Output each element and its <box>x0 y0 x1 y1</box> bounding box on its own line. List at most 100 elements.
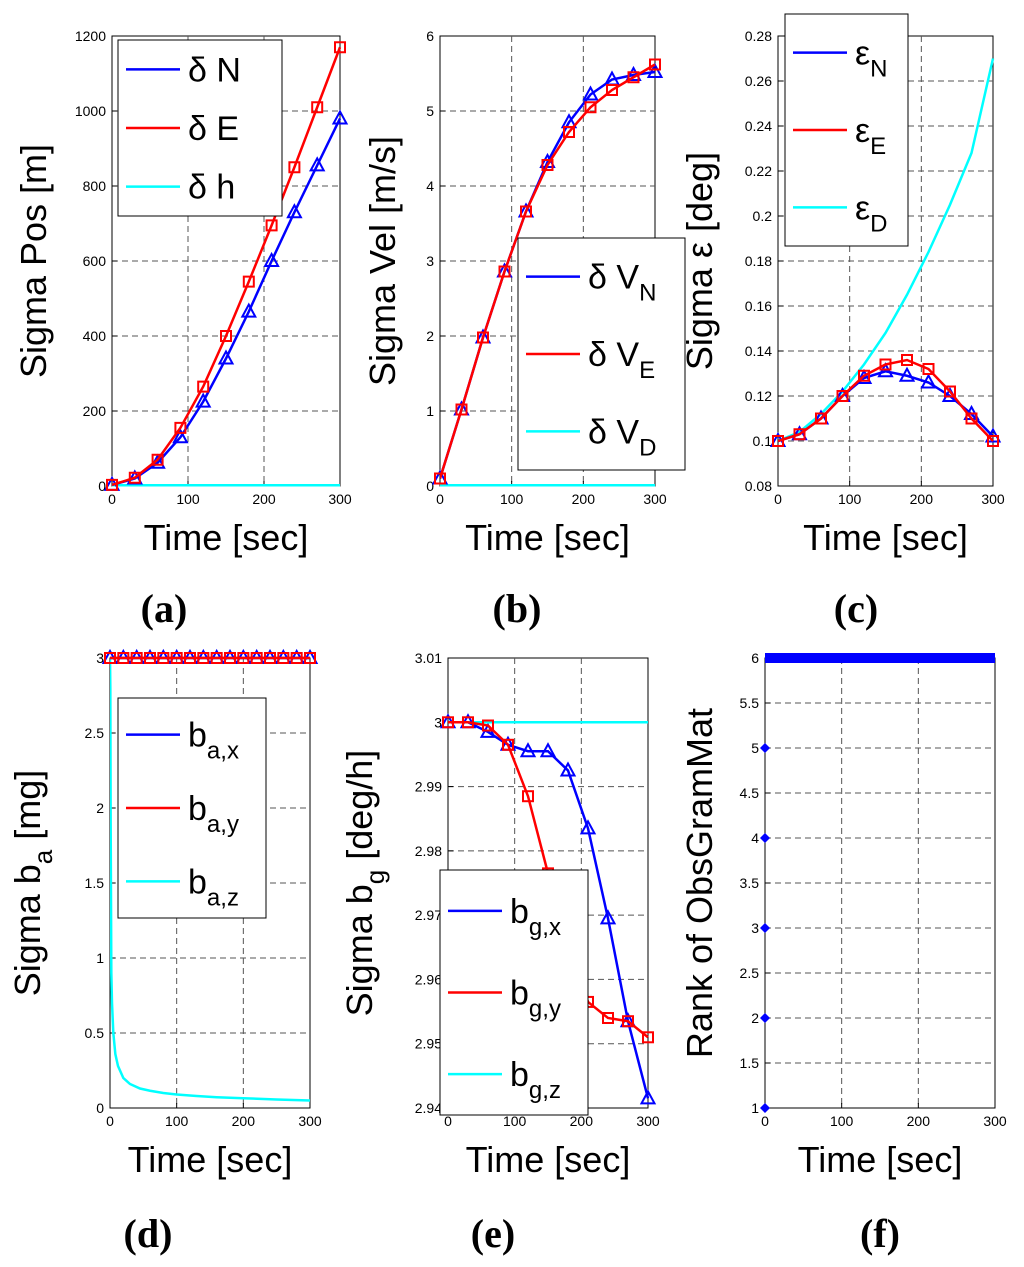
y-tick-label: 2.96 <box>415 971 442 987</box>
legend-main: δ V <box>588 336 639 374</box>
y-tick-label: 1200 <box>75 28 106 44</box>
series-point-2 <box>197 652 210 664</box>
panel-b: 0 100 200 300 0 1 2 3 4 5 6 Time [sec] Sigma Vel [m/… <box>362 28 686 631</box>
y-tick-label: 6 <box>426 28 434 44</box>
y-tick-label: 1 <box>96 950 104 966</box>
y-tick-label: 0.1 <box>753 433 773 449</box>
legend-main: b <box>510 1056 529 1094</box>
x-tick-label: 0 <box>774 491 782 507</box>
y-tick-label: 0.24 <box>745 118 772 134</box>
y-axis-label: Sigma ba [mg] <box>7 770 58 997</box>
y-tick-label: 3.5 <box>740 875 760 891</box>
series-point-2 <box>642 1031 654 1044</box>
series-point-2 <box>584 101 597 114</box>
rank-point <box>760 1013 770 1023</box>
series-point-2 <box>334 41 346 54</box>
series-point-1 <box>898 366 916 382</box>
x-tick-label: 300 <box>643 491 667 507</box>
series-point-2 <box>455 403 468 416</box>
legend-entry-1: δ N <box>188 51 241 89</box>
y-axis-label: Sigma Pos [m] <box>13 144 54 378</box>
x-tick-label: 0 <box>106 1113 114 1129</box>
legend-main: b <box>188 790 207 828</box>
x-axis-label: Time [sec] <box>465 517 630 558</box>
rank-point <box>760 833 770 843</box>
legend: ba,xba,yba,z <box>117 697 267 919</box>
series-point-1 <box>217 349 235 365</box>
y-tick-label: 2.97 <box>415 907 442 923</box>
series-point-2 <box>772 435 784 447</box>
y-tick-label: 5.5 <box>740 695 760 711</box>
series-point-1 <box>331 109 349 125</box>
legend-sub: E <box>639 357 655 384</box>
x-tick-label: 0 <box>761 1113 769 1129</box>
rank-point <box>760 743 770 753</box>
panel-label-a: (a) <box>141 586 188 631</box>
panel-label-f: (f) <box>860 1211 900 1256</box>
panel-label-c: (c) <box>834 586 878 631</box>
series-point-2 <box>144 652 156 664</box>
x-tick-label: 300 <box>983 1113 1007 1129</box>
x-tick-label: 100 <box>500 491 524 507</box>
x-tick-label: 200 <box>252 491 276 507</box>
series-point-2 <box>563 126 575 138</box>
x-tick-label: 100 <box>838 491 862 507</box>
legend-sub: E <box>870 133 886 160</box>
series-point-2 <box>793 428 806 441</box>
series-point-1 <box>263 251 280 267</box>
legend: δ VNδ VEδ VD <box>517 237 686 471</box>
y-tick-label: 0.12 <box>745 388 772 404</box>
series-point-1 <box>579 819 597 835</box>
series-point-2 <box>901 354 913 366</box>
x-tick-label: 200 <box>232 1113 256 1129</box>
y-tick-label: 2.95 <box>415 1036 442 1052</box>
series-point-2 <box>622 1015 634 1028</box>
y-tick-label: 0.5 <box>85 1025 105 1041</box>
series-point-2 <box>987 435 999 447</box>
series-point-2 <box>602 1012 614 1024</box>
y-tick-label: 0.28 <box>745 28 772 44</box>
series-point-1 <box>599 909 617 925</box>
legend-main: δ V <box>588 259 639 297</box>
legend-main: δ V <box>588 413 639 451</box>
series-point-2 <box>174 421 187 434</box>
series-point-2 <box>541 159 554 171</box>
y-axis-label-main: Sigma b <box>339 884 380 1016</box>
series-point-1 <box>286 203 303 219</box>
panel-f: 0 100 200 300 1 1.5 2 2.5 3 3.5 4 4.5 5 5.5 6 Time [sec… <box>679 650 1007 1256</box>
x-tick-label: 0 <box>444 1113 452 1129</box>
y-axis-label: Sigma Vel [m/s] <box>362 136 403 386</box>
y-tick-label: 2.5 <box>85 725 105 741</box>
legend-entry-2: δ E <box>188 110 239 148</box>
y-tick-label: 0 <box>96 1100 104 1116</box>
legend-main: δ h <box>188 169 235 207</box>
rank-point <box>760 1103 770 1113</box>
series-point-2 <box>304 652 316 664</box>
y-tick-label: 0.2 <box>753 208 773 224</box>
legend-sub: D <box>639 434 656 461</box>
y-tick-label: 0.08 <box>745 478 772 494</box>
series-point-2 <box>606 84 618 96</box>
series-point-2 <box>157 652 170 664</box>
y-axis-label-tail: [deg/h] <box>339 750 380 870</box>
legend-sub: N <box>870 56 887 83</box>
legend-entry-2: εE <box>855 112 886 160</box>
legend-sub: N <box>639 280 656 307</box>
x-tick-label: 300 <box>981 491 1005 507</box>
y-tick-label: 2.5 <box>740 965 760 981</box>
y-tick-label: 0.26 <box>745 73 772 89</box>
y-tick-label: 3 <box>751 920 759 936</box>
y-tick-label: 800 <box>83 178 107 194</box>
y-tick-label: 0 <box>98 478 106 494</box>
y-tick-label: 200 <box>83 403 107 419</box>
x-tick-label: 200 <box>572 491 596 507</box>
y-axis-label: Rank of ObsGramMat <box>679 708 720 1058</box>
series-point-2 <box>117 652 130 664</box>
y-tick-label: 1000 <box>75 103 106 119</box>
legend-entry-1: ba,x <box>188 717 239 765</box>
y-axis-label-sub: g <box>360 870 390 884</box>
legend-sub: a,x <box>207 738 239 765</box>
legend-entry-3: εD <box>855 189 888 237</box>
